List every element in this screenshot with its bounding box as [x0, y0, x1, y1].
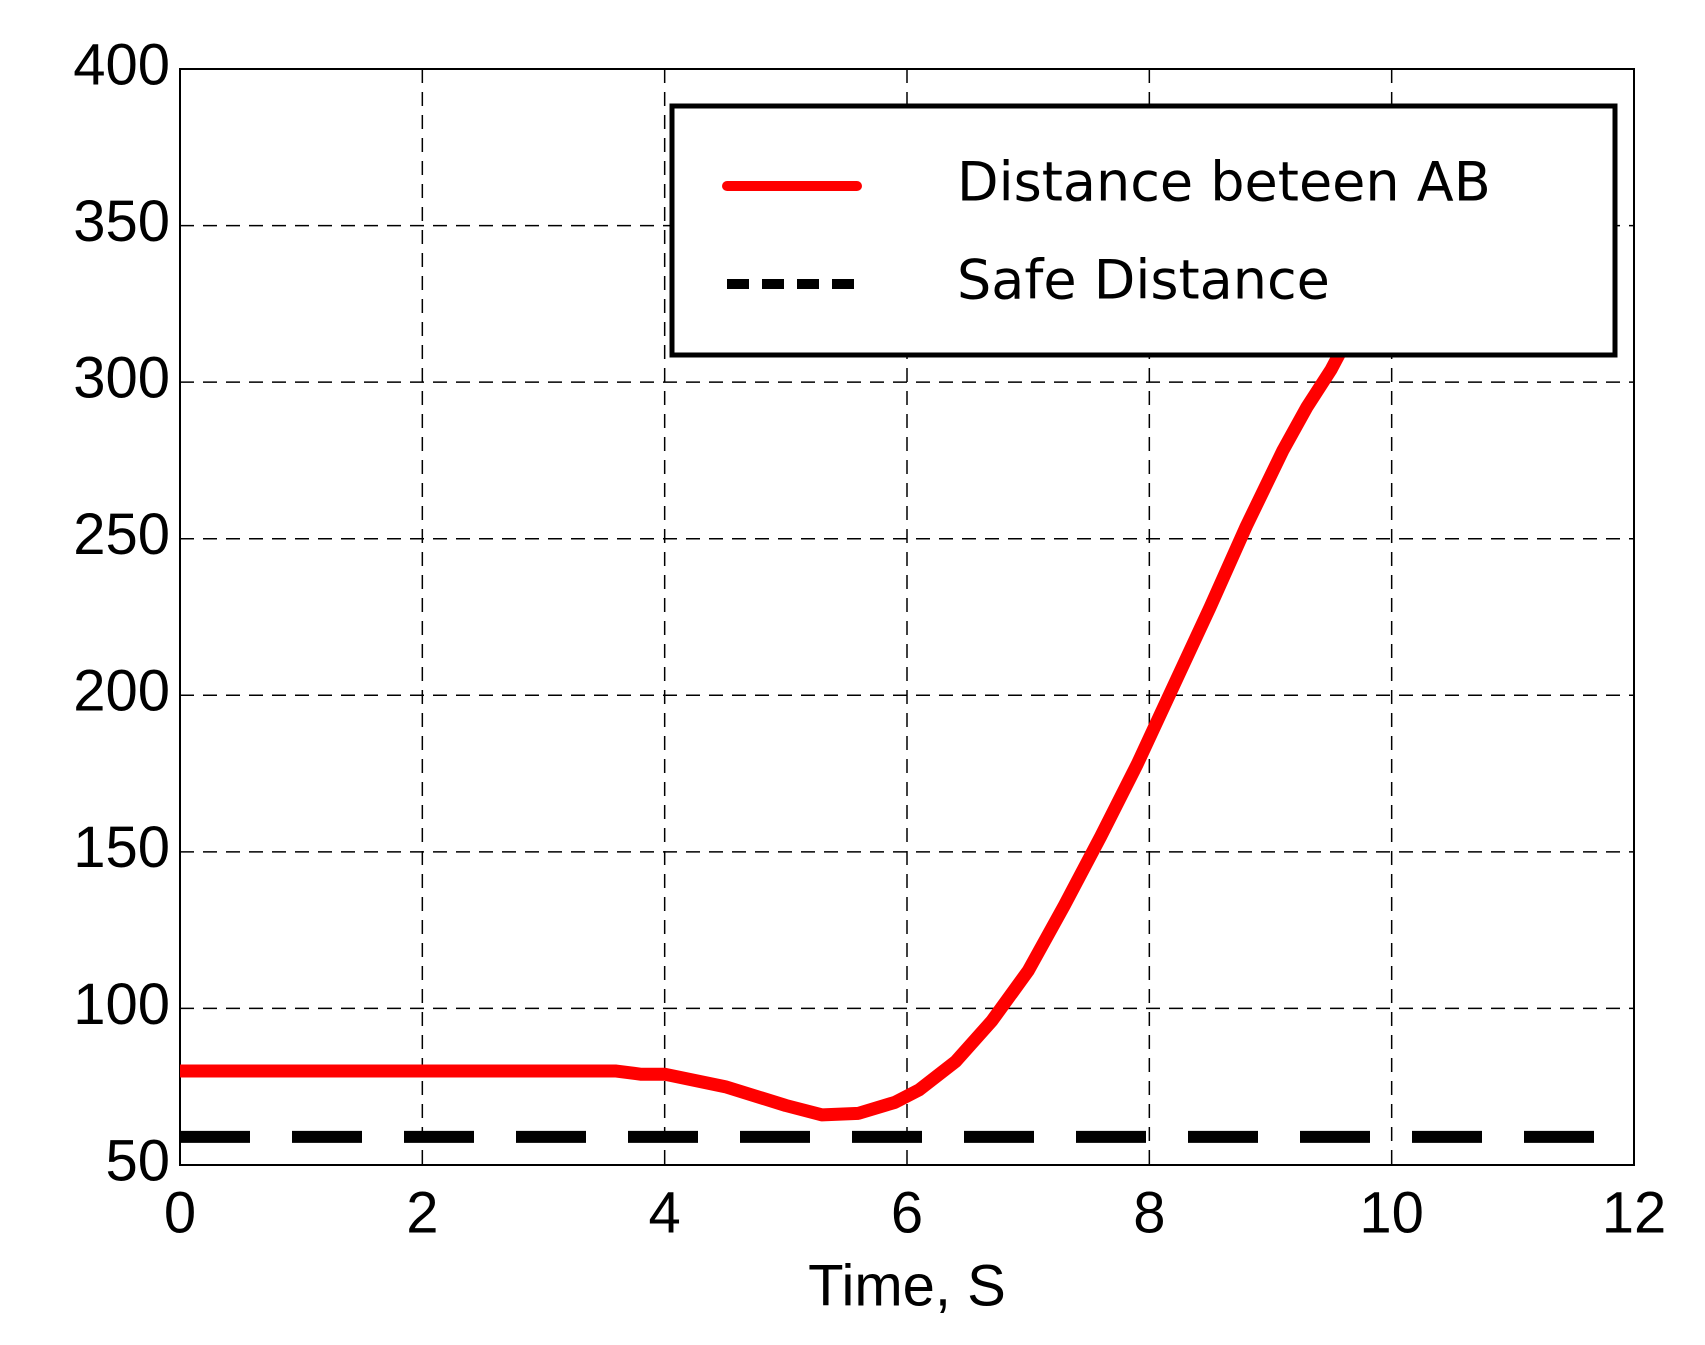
y-tick-label: 200 — [73, 659, 170, 724]
y-tick-label: 100 — [73, 972, 170, 1037]
x-tick-label: 10 — [1359, 1180, 1424, 1245]
y-tick-label: 350 — [73, 189, 170, 254]
x-tick-label: 8 — [1133, 1180, 1165, 1245]
y-tick-label: 300 — [73, 345, 170, 410]
y-tick-label: 50 — [105, 1128, 170, 1193]
x-axis-label: Time, S — [808, 1253, 1006, 1318]
legend-box — [669, 103, 1618, 358]
y-tick-label: 150 — [73, 815, 170, 880]
series-line — [180, 332, 1356, 1122]
legend-label: Distance beteen AB — [957, 151, 1491, 214]
x-tick-label: 0 — [164, 1180, 196, 1245]
y-tick-label: 250 — [73, 502, 170, 567]
axes-frame — [179, 68, 1635, 1166]
y-tick-label: 400 — [73, 32, 170, 97]
x-tick-label: 12 — [1602, 1180, 1667, 1245]
legend-label: Safe Distance — [957, 249, 1330, 312]
x-tick-label: 6 — [891, 1180, 923, 1245]
x-tick-label: 4 — [649, 1180, 681, 1245]
x-tick-label: 2 — [406, 1180, 438, 1245]
